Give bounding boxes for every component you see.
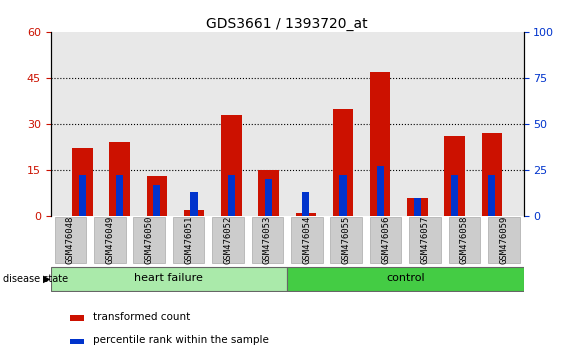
Text: GSM476052: GSM476052: [224, 216, 233, 264]
Title: GDS3661 / 1393720_at: GDS3661 / 1393720_at: [206, 17, 368, 31]
Bar: [339, 176, 347, 216]
Bar: [451, 176, 458, 216]
FancyBboxPatch shape: [55, 217, 86, 263]
Bar: [79, 176, 86, 216]
FancyBboxPatch shape: [51, 267, 287, 291]
Bar: [258, 170, 279, 216]
Text: GSM476051: GSM476051: [184, 216, 193, 264]
FancyBboxPatch shape: [409, 217, 441, 263]
Text: GSM476053: GSM476053: [263, 216, 272, 264]
Text: GSM476057: GSM476057: [421, 216, 430, 264]
Text: GSM476048: GSM476048: [66, 216, 75, 264]
FancyBboxPatch shape: [94, 217, 126, 263]
FancyBboxPatch shape: [173, 217, 204, 263]
FancyBboxPatch shape: [488, 217, 520, 263]
Text: disease state: disease state: [3, 274, 68, 284]
Text: GSM476049: GSM476049: [105, 216, 114, 264]
Bar: [333, 109, 353, 216]
Text: transformed count: transformed count: [93, 312, 190, 321]
Text: GSM476054: GSM476054: [302, 216, 311, 264]
Bar: [221, 115, 242, 216]
Bar: [184, 210, 204, 216]
FancyBboxPatch shape: [330, 217, 362, 263]
Text: control: control: [386, 273, 425, 283]
Text: GSM476056: GSM476056: [381, 216, 390, 264]
FancyBboxPatch shape: [133, 217, 165, 263]
Bar: [377, 166, 384, 216]
Bar: [296, 213, 316, 216]
Bar: [70, 315, 84, 321]
Bar: [265, 179, 272, 216]
FancyBboxPatch shape: [291, 217, 323, 263]
Bar: [302, 192, 309, 216]
Bar: [227, 176, 235, 216]
Bar: [407, 198, 428, 216]
FancyBboxPatch shape: [449, 217, 480, 263]
Text: percentile rank within the sample: percentile rank within the sample: [93, 335, 269, 345]
FancyBboxPatch shape: [252, 217, 283, 263]
Bar: [70, 338, 84, 344]
FancyBboxPatch shape: [370, 217, 401, 263]
Text: GSM476058: GSM476058: [460, 216, 469, 264]
Bar: [370, 72, 390, 216]
Bar: [109, 142, 130, 216]
Bar: [116, 176, 123, 216]
Text: heart failure: heart failure: [135, 273, 203, 283]
Text: GSM476055: GSM476055: [342, 216, 351, 264]
Bar: [481, 133, 502, 216]
FancyBboxPatch shape: [287, 267, 524, 291]
Text: GSM476059: GSM476059: [499, 216, 508, 264]
Text: ▶: ▶: [43, 274, 51, 284]
Bar: [488, 176, 495, 216]
Bar: [444, 136, 465, 216]
Bar: [72, 148, 93, 216]
Bar: [190, 192, 198, 216]
Bar: [146, 176, 167, 216]
Text: GSM476050: GSM476050: [145, 216, 154, 264]
Bar: [414, 198, 421, 216]
Bar: [153, 185, 160, 216]
FancyBboxPatch shape: [212, 217, 244, 263]
